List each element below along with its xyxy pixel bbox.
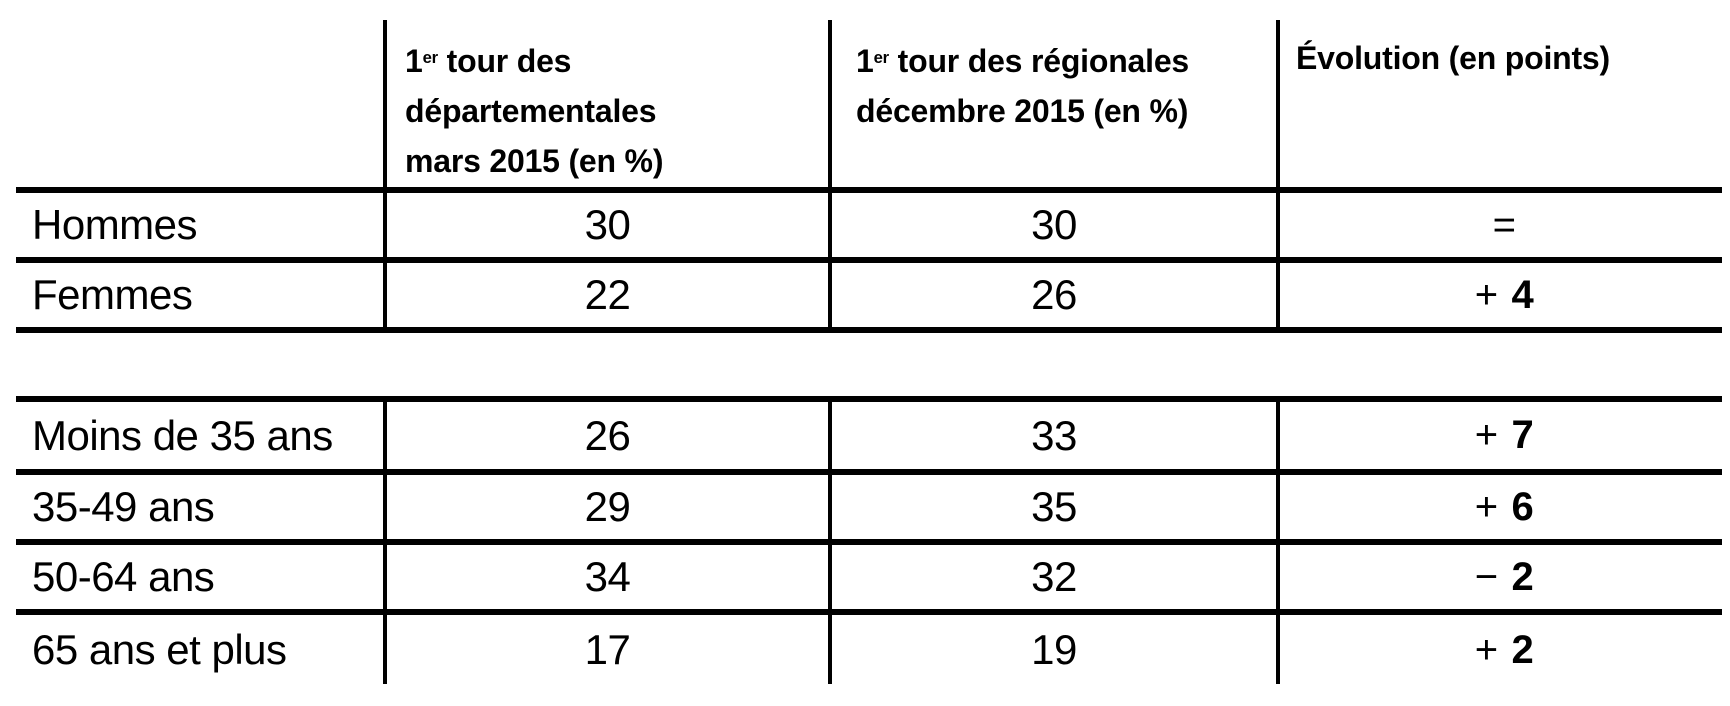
superscript-er: er <box>873 48 890 67</box>
header-line: décembre 2015 (en %) <box>856 93 1189 130</box>
row-label: Femmes <box>32 271 193 318</box>
row-label: 35-49 ans <box>32 483 215 530</box>
row-label: Moins de 35 ans <box>32 411 333 459</box>
column-divider <box>828 20 832 333</box>
header-line: mars 2015 (en %) <box>405 143 664 180</box>
header-line: départementales <box>405 93 657 130</box>
table-row-hommes: Hommes 30 30 = <box>0 193 1730 257</box>
departementales-value: 26 <box>584 411 631 459</box>
row-label: 50-64 ans <box>32 553 215 600</box>
evolution-value: −2 <box>1474 554 1534 599</box>
row-label: 65 ans et plus <box>32 626 287 673</box>
departementales-value: 34 <box>584 553 631 600</box>
table-row-65-ans-et-plus: 65 ans et plus 17 19 +2 <box>0 615 1730 685</box>
evolution-value: +6 <box>1474 484 1534 529</box>
row-divider <box>16 396 1722 402</box>
row-divider <box>16 469 1722 475</box>
departementales-value: 30 <box>584 201 631 248</box>
regionales-value: 33 <box>1031 411 1077 459</box>
column-header-regionales: 1er tour des régionales décembre 2015 (e… <box>856 33 1271 136</box>
header-line: 1er tour des <box>405 43 572 80</box>
row-divider <box>16 539 1722 545</box>
evolution-value: +4 <box>1474 272 1534 317</box>
row-divider <box>16 609 1722 615</box>
header-line: Évolution (en points) <box>1296 40 1610 76</box>
table-row-femmes: Femmes 22 26 +4 <box>0 263 1730 327</box>
row-divider <box>16 327 1722 333</box>
row-divider <box>16 187 1722 193</box>
table-row-moins-35-ans: Moins de 35 ans 26 33 +7 <box>0 402 1730 469</box>
evolution-value: +7 <box>1474 413 1534 457</box>
row-divider <box>16 257 1722 263</box>
regionales-value: 32 <box>1031 553 1077 600</box>
table-row-50-64-ans: 50-64 ans 34 32 −2 <box>0 545 1730 609</box>
column-divider <box>1276 20 1280 333</box>
regionales-value: 30 <box>1031 201 1077 248</box>
column-header-evolution: Évolution (en points) <box>1296 33 1726 83</box>
evolution-value: = <box>1492 202 1516 247</box>
row-label: Hommes <box>32 201 198 248</box>
regionales-value: 35 <box>1031 483 1077 530</box>
column-divider <box>383 20 387 333</box>
column-header-departementales: 1er tour des départementales mars 2015 (… <box>405 33 820 186</box>
superscript-er: er <box>422 48 439 67</box>
table-row-35-49-ans: 35-49 ans 29 35 +6 <box>0 475 1730 539</box>
regionales-value: 26 <box>1031 271 1077 318</box>
regionales-value: 19 <box>1031 626 1077 673</box>
departementales-value: 17 <box>584 626 631 673</box>
departementales-value: 29 <box>584 483 631 530</box>
departementales-value: 22 <box>584 271 631 318</box>
header-line: 1er tour des régionales <box>856 43 1190 80</box>
evolution-value: +2 <box>1474 627 1534 672</box>
